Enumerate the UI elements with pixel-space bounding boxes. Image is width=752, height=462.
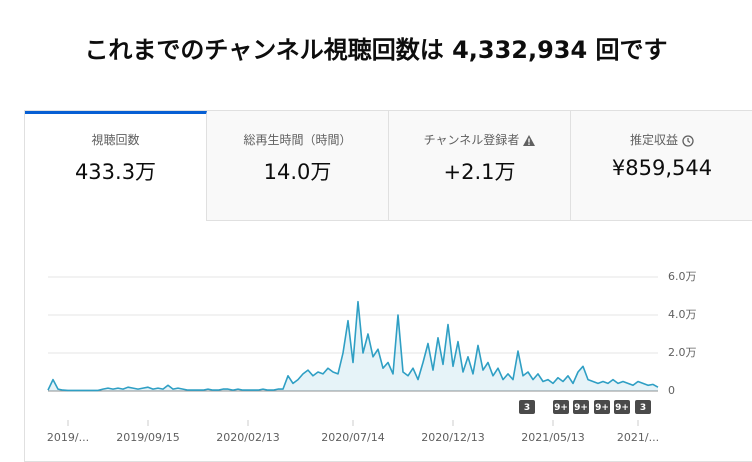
- annotation-badge[interactable]: 9+: [594, 400, 610, 414]
- metric-tab[interactable]: チャンネル登録者 +2.1万: [389, 111, 571, 221]
- badge-label: 3: [640, 403, 646, 413]
- tab-label: チャンネル登録者: [389, 131, 570, 148]
- tab-value: ¥859,544: [611, 156, 713, 180]
- warning-icon: [523, 135, 536, 146]
- x-tick-label: 2020/12/13: [421, 431, 484, 444]
- metric-tab[interactable]: 総再生時間（時間） 14.0万: [207, 111, 389, 221]
- page-title: これまでのチャンネル視聴回数は 4,332,934 回です: [84, 36, 668, 64]
- annotation-badge[interactable]: 3: [519, 400, 535, 414]
- y-tick-label: 2.0万: [668, 346, 697, 359]
- badge-bg: [553, 400, 569, 414]
- tab-value: 433.3万: [74, 160, 157, 184]
- x-tick-label: 2019/09/15: [116, 431, 179, 444]
- badge-label: 9+: [595, 403, 609, 413]
- tab-value: +2.1万: [443, 160, 516, 184]
- tab-label: 推定収益: [571, 131, 752, 148]
- clock-icon: [682, 134, 694, 147]
- annotation-badge[interactable]: 9+: [614, 400, 630, 414]
- tab-label: 総再生時間（時間）: [243, 133, 352, 147]
- chart: 0 2.0万 4.0万 6.0万 2019/... 2019/09/15 2020/02/1…: [47, 270, 697, 444]
- y-tick-label: 6.0万: [668, 270, 697, 283]
- annotation-badge[interactable]: 3: [635, 400, 651, 414]
- tab-label: 視聴回数: [91, 133, 140, 147]
- area: [48, 301, 658, 391]
- metric-tab[interactable]: 視聴回数 433.3万: [25, 111, 207, 221]
- tab-value: 14.0万: [263, 160, 332, 184]
- badge-label: 9+: [574, 403, 588, 413]
- badge-bg: [614, 400, 630, 414]
- annotation-badge[interactable]: 9+: [553, 400, 569, 414]
- metric-tab[interactable]: 推定収益 ¥859,544: [571, 111, 752, 221]
- tab-label-text: 推定収益: [629, 133, 678, 147]
- badge-label: 3: [524, 403, 530, 413]
- badge-label: 9+: [615, 403, 629, 413]
- x-tick-label: 2020/02/13: [216, 431, 279, 444]
- x-tick-label: 2020/07/14: [321, 431, 384, 444]
- y-tick-label: 4.0万: [668, 308, 697, 321]
- tab-label-text: チャンネル登録者: [423, 133, 520, 147]
- badge-label: 9+: [554, 403, 568, 413]
- analytics-card: 視聴回数 433.3万 総再生時間（時間） 14.0万 チャンネル登録者 +2.1万 …: [24, 110, 752, 462]
- line: [47, 300, 659, 392]
- badge-bg: [594, 400, 610, 414]
- page: これまでのチャンネル視聴回数は 4,332,934 回です 視聴回数 433.3万…: [24, 36, 752, 462]
- x-tick-label: 2021/05/13: [521, 431, 584, 444]
- x-tick-label: 2021/...: [617, 431, 659, 444]
- y-tick-label: 0: [668, 384, 675, 397]
- badge-bg: [635, 400, 651, 414]
- x-tick-label: 2019/...: [47, 431, 89, 444]
- annotation-badge[interactable]: 9+: [573, 400, 589, 414]
- badge-bg: [519, 400, 535, 414]
- badge-bg: [573, 400, 589, 414]
- metric-tabs: 視聴回数 433.3万 総再生時間（時間） 14.0万 チャンネル登録者 +2.1万 …: [25, 111, 752, 221]
